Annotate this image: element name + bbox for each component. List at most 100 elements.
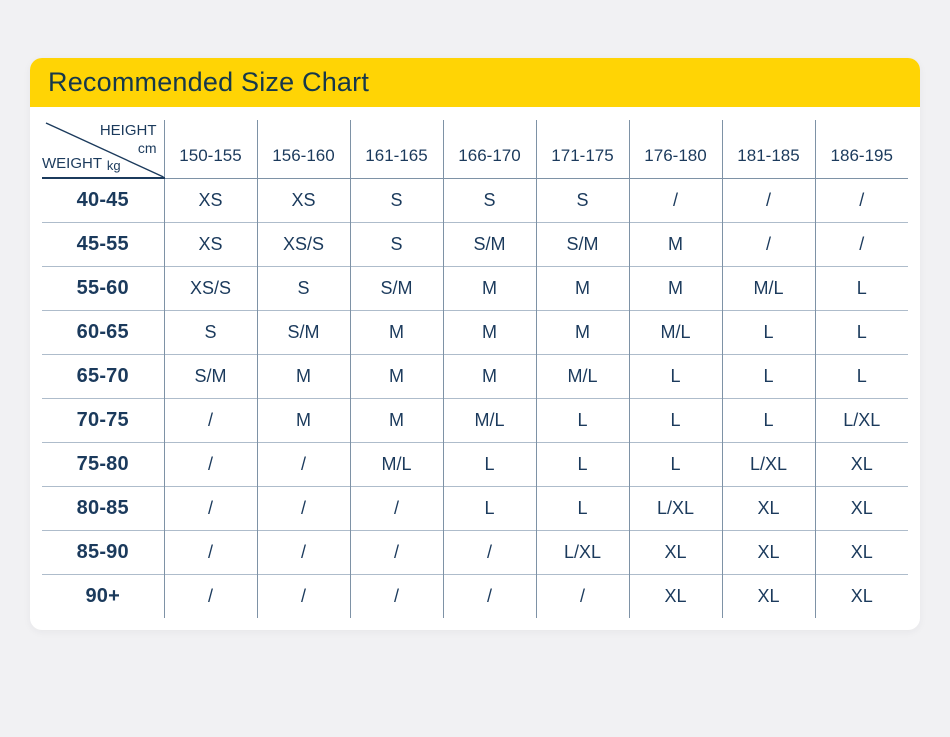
height-column-header: 186-195 — [814, 120, 908, 179]
size-cell: / — [442, 573, 536, 618]
size-cell: M/L — [349, 441, 443, 486]
diagonal-line — [45, 122, 164, 177]
size-cell: M/L — [535, 353, 629, 398]
size-cell: M — [349, 353, 443, 398]
weight-row-header: 40-45 — [76, 188, 129, 211]
size-cell: S — [256, 265, 350, 310]
weight-row-header: 80-85 — [42, 485, 164, 530]
size-cell: L — [814, 265, 908, 310]
size-cell: XS — [163, 178, 257, 222]
size-cell: / — [814, 221, 908, 266]
size-cell: S — [535, 178, 629, 222]
size-cell: S — [442, 178, 536, 222]
size-cell: / — [163, 485, 257, 530]
size-cell: L — [721, 309, 815, 354]
size-cell: / — [349, 573, 443, 618]
size-cell: L — [442, 441, 536, 486]
size-cell: M — [442, 353, 536, 398]
size-cell: L — [535, 397, 629, 442]
size-cell: L — [814, 353, 908, 398]
size-cell: L — [814, 309, 908, 354]
size-cell: / — [256, 441, 350, 486]
size-cell: / — [163, 573, 257, 618]
size-cell: L/XL — [535, 529, 629, 574]
table-row: 80-85// / L L L/XL XL XL — [42, 485, 908, 530]
table-row: 40-45 XS XS S S S / / / — [42, 178, 908, 222]
size-cell: S — [163, 309, 257, 354]
header-row: HEIGHT cm WEIGHT kg 150-155 156-160 161-16… — [42, 120, 908, 179]
size-cell: L — [721, 353, 815, 398]
size-cell: M — [442, 309, 536, 354]
size-cell: / — [721, 221, 815, 266]
height-axis-label: HEIGHT — [99, 122, 157, 139]
size-cell: / — [256, 485, 350, 530]
size-cell: / — [628, 178, 722, 222]
table-row: 60-65 S S/M M M M M/L L L — [42, 309, 908, 354]
size-cell: XL — [721, 573, 815, 618]
size-cell: L — [535, 485, 629, 530]
weight-row-header: 55-60 — [42, 265, 164, 310]
size-cell: M — [628, 221, 722, 266]
size-cell: XL — [721, 485, 815, 530]
size-table: HEIGHT cm WEIGHT kg 150-155 156-160 161-16… — [42, 120, 908, 618]
size-cell: XS — [163, 221, 257, 266]
size-cell: / — [349, 485, 443, 530]
height-axis-unit: cm — [137, 140, 157, 156]
weight-row-header: 65-70 — [42, 353, 164, 398]
weight-axis-label: WEIGHT kg — [42, 155, 121, 173]
size-cell: L/XL — [628, 485, 722, 530]
corner-cell: HEIGHT cm WEIGHT kg — [42, 120, 164, 179]
height-column-header: 171-175 — [535, 120, 629, 179]
size-cell: S/M — [535, 221, 629, 266]
weight-row-header: 75-80 — [42, 441, 164, 486]
table-row: 45-55 XS XS/S S S/M S/M M / / — [42, 221, 908, 266]
weight-row-header: 45-55 — [42, 221, 164, 266]
size-cell: M — [628, 265, 722, 310]
size-cell: L — [721, 397, 815, 442]
size-table-container: HEIGHT cm WEIGHT kg 150-155 156-160 161-16… — [30, 107, 920, 618]
height-column-header: 156-160 — [256, 120, 350, 179]
size-cell: L/XL — [814, 397, 908, 442]
size-cell: XL — [814, 529, 908, 574]
size-cell: / — [163, 397, 257, 442]
size-cell: M — [256, 397, 350, 442]
size-cell: L — [535, 441, 629, 486]
size-cell: S — [349, 221, 443, 266]
height-column-header: 181-185 — [721, 120, 815, 179]
weight-row-header: 70-75 — [42, 397, 164, 442]
size-cell: / — [256, 529, 350, 574]
table-row: 85-90// / / L/XL XL XL XL — [42, 529, 908, 574]
weight-axis-text: WEIGHT — [42, 155, 102, 172]
size-cell: / — [535, 573, 629, 618]
size-cell: XL — [628, 529, 722, 574]
size-cell: / — [163, 529, 257, 574]
size-cell: S/M — [256, 309, 350, 354]
size-cell: XL — [814, 573, 908, 618]
size-cell: M — [535, 309, 629, 354]
size-cell: S/M — [349, 265, 443, 310]
size-cell: XS/S — [163, 265, 257, 310]
weight-row-header: 85-90 — [42, 529, 164, 574]
size-cell: L — [628, 353, 722, 398]
size-cell: S/M — [163, 353, 257, 398]
height-column-header: 166-170 — [442, 120, 536, 179]
size-cell: L — [628, 441, 722, 486]
size-cell: M — [349, 397, 443, 442]
size-cell: / — [814, 178, 908, 222]
height-column-header: 176-180 — [628, 120, 722, 179]
weight-row-header: 90+ — [42, 573, 164, 618]
size-cell: M/L — [721, 265, 815, 310]
table-row: 90+ / / / / / XL XL XL — [42, 573, 908, 618]
size-cell: XL — [814, 485, 908, 530]
table-row: 65-70 S/M M M M M/L L L L — [42, 353, 908, 398]
size-cell: / — [163, 441, 257, 486]
size-cell: L — [628, 397, 722, 442]
size-cell: S/M — [442, 221, 536, 266]
size-cell: S — [349, 178, 443, 222]
table-body: 40-45 XS XS S S S / //45-55 XS XS/S S S/M S/M M //55-6… — [42, 178, 908, 618]
size-cell: M/L — [628, 309, 722, 354]
size-cell: XS — [256, 178, 350, 222]
size-cell: M/L — [442, 397, 536, 442]
table-row: 55-60 XS/S S S/M M M M M/L L — [42, 265, 908, 310]
